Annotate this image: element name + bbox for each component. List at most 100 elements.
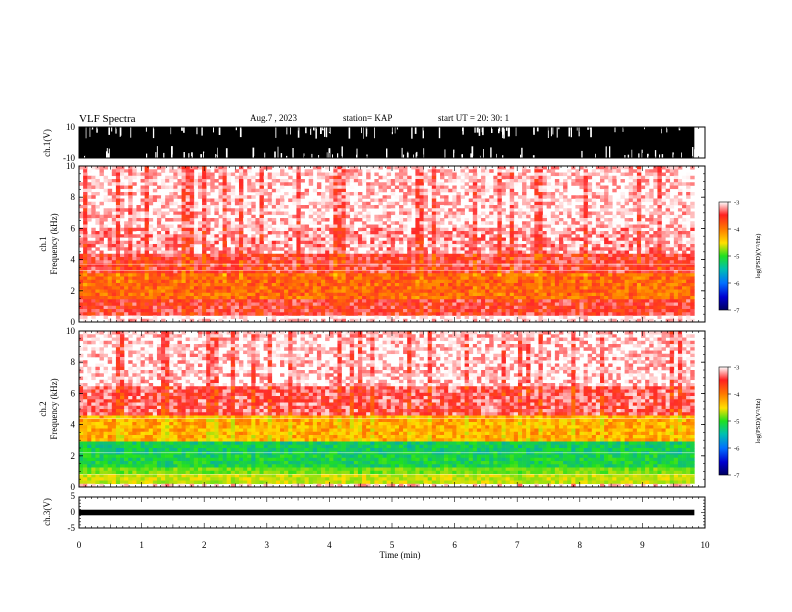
spectrogram-cell <box>403 237 408 242</box>
spectrogram-cell <box>321 305 326 310</box>
spectrogram-cell <box>288 247 293 251</box>
spectrogram-cell <box>165 234 170 238</box>
spectrogram-cell <box>325 218 330 222</box>
spectrogram-cell <box>247 211 252 216</box>
spectrogram-cell <box>538 201 543 206</box>
spectrogram-cell <box>222 211 227 216</box>
spectrogram-cell <box>193 211 199 216</box>
spectrogram-cell <box>534 244 539 248</box>
spectrogram-cell <box>563 185 568 190</box>
spectrogram-cell <box>238 296 244 300</box>
spectrogram-cell <box>419 266 424 271</box>
spectrogram-cell <box>579 244 584 248</box>
spectrogram-cell <box>481 305 486 310</box>
spectrogram-cell <box>366 214 371 219</box>
spectrogram-cell <box>415 305 420 310</box>
spectrogram-cell <box>169 208 174 212</box>
spectrogram-cell <box>493 182 498 186</box>
ch1-waveform-gap <box>407 151 409 158</box>
spectrogram-cell <box>267 201 273 206</box>
spectrogram-cell <box>423 247 428 251</box>
spectrogram-cell <box>214 198 219 203</box>
spectrogram-cell <box>489 247 494 251</box>
spectrogram-cell <box>394 250 400 255</box>
spectrogram-cell <box>513 266 519 271</box>
spectrogram-cell <box>79 273 84 277</box>
spectrogram-cell <box>304 244 310 248</box>
spectrogram-cell <box>87 263 92 268</box>
spectrogram-cell <box>431 214 437 219</box>
spectrogram-cell <box>161 231 166 235</box>
spectrogram-cell <box>111 289 117 294</box>
spectrogram-cell <box>563 247 568 251</box>
spectrogram-cell <box>550 218 556 222</box>
spectrogram-cell <box>505 253 511 258</box>
spectrogram-cell <box>222 253 227 258</box>
spectrogram-cell <box>349 312 355 316</box>
spectrogram-cell <box>567 175 572 180</box>
spectrogram-cell <box>419 179 424 183</box>
spectrogram-cell <box>370 273 375 277</box>
ch1-ytick-top: 10 <box>66 122 76 132</box>
spectrogram-cell <box>550 227 556 232</box>
spectrogram-cell <box>341 218 346 222</box>
spectrogram-cell <box>238 195 244 199</box>
spectrogram-cell <box>419 205 424 209</box>
spectrogram-cell <box>444 270 449 274</box>
spectrogram-cell <box>115 218 121 222</box>
spectrogram-cell <box>411 198 416 203</box>
spectrogram-cell <box>329 227 334 232</box>
spectrogram-cell <box>427 270 433 274</box>
spectrogram-cell <box>341 318 346 323</box>
spectrogram-cell <box>427 208 433 212</box>
spectrogram-cell <box>444 286 449 290</box>
spectrogram-cell <box>152 279 158 284</box>
spectrogram-cell <box>99 305 104 310</box>
spectrogram-cell <box>111 195 117 199</box>
spectrogram-cell <box>296 224 301 229</box>
spectrogram-cell <box>517 286 523 290</box>
spectrogram-cell <box>280 263 285 268</box>
spectrogram-cell <box>214 208 219 212</box>
spectrogram-cell <box>218 250 223 255</box>
spectrogram-cell <box>563 276 568 281</box>
spectrogram-cell <box>571 247 576 251</box>
spectrogram-cell <box>481 270 486 274</box>
spectrogram-cell <box>296 208 301 212</box>
spectrogram-cell <box>202 192 207 196</box>
spectrogram-cell <box>542 286 547 290</box>
spectrogram-cell <box>144 201 150 206</box>
spectrogram-cell <box>296 198 301 203</box>
spectrogram-cell <box>431 172 437 177</box>
spectrogram-cell <box>275 188 281 193</box>
spectrogram-cell <box>238 224 244 229</box>
spectrogram-cell <box>247 283 252 287</box>
spectrogram-cell <box>394 257 400 261</box>
spectrogram-cell <box>464 289 470 294</box>
spectrogram-cell <box>103 312 109 316</box>
spectrogram-cell <box>546 195 552 199</box>
spectrogram-cell <box>522 198 527 203</box>
spectrogram-cell <box>489 286 494 290</box>
spectrogram-cell <box>497 309 502 313</box>
spectrogram-cell <box>374 224 379 229</box>
spectrogram-cell <box>214 253 219 258</box>
spectrogram-cell <box>230 234 236 238</box>
spectrogram-cell <box>144 305 150 310</box>
spectrogram-cell <box>563 296 568 300</box>
spectrogram-cell <box>267 318 273 323</box>
spectrogram-cell <box>325 286 330 290</box>
spectrogram-cell <box>530 302 535 307</box>
spectrogram-cell <box>407 305 412 310</box>
spectrogram-cell <box>452 312 457 316</box>
spectrogram-cell <box>370 166 375 170</box>
spectrogram-cell <box>120 299 125 303</box>
spectrogram-cell <box>345 279 351 284</box>
spectrogram-cell <box>452 299 457 303</box>
spectrogram-cell <box>460 227 465 232</box>
spectrogram-cell <box>522 172 527 177</box>
spectrogram-cell <box>181 309 186 313</box>
spectrogram-cell <box>513 318 519 323</box>
spectrogram-cell <box>398 270 404 274</box>
spectrogram-cell <box>185 270 191 274</box>
